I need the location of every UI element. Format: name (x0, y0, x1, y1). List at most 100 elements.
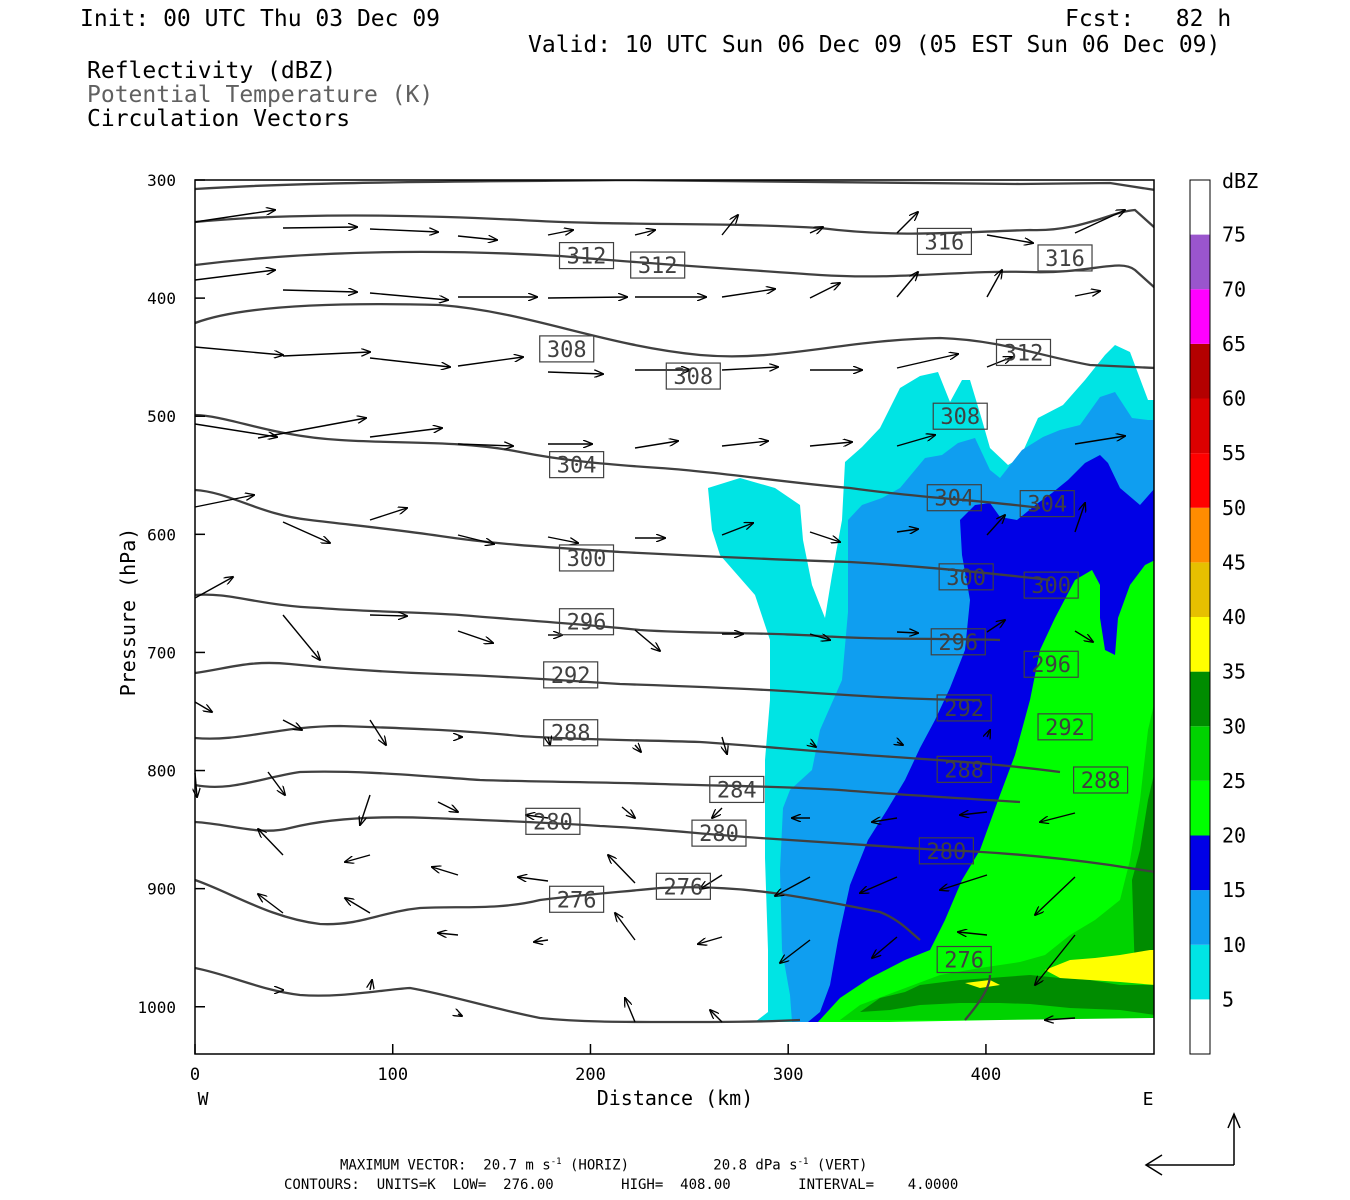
theta-label-box (936, 945, 992, 974)
wind-vector (809, 633, 830, 640)
wind-vector (1074, 291, 1100, 296)
max-vector-end: (VERT) (808, 1157, 868, 1174)
x-tick-label: 100 (377, 1065, 408, 1085)
theta-label: 280 (927, 840, 967, 865)
wind-vector (547, 230, 573, 235)
theta-label-box (936, 694, 992, 722)
wind-vector (615, 913, 636, 941)
colorbar-swatch (1190, 890, 1210, 945)
wind-vector (621, 806, 635, 818)
colorbar-tick-label: 65 (1222, 332, 1246, 356)
y-tick-label: 900 (147, 880, 176, 899)
colorbar-tick-label: 30 (1222, 714, 1246, 738)
wind-vector (721, 523, 753, 536)
wind-vector (1074, 503, 1085, 533)
colorbar-swatch (1190, 944, 1210, 1000)
reference-vector (1144, 1112, 1241, 1176)
theta-label: 316 (1045, 247, 1085, 272)
theta-contour (195, 302, 1154, 370)
theta-contour (195, 413, 1041, 510)
theta-label: 304 (934, 487, 974, 512)
theta-label: 308 (547, 338, 587, 363)
theta-label-box (665, 362, 721, 390)
wind-vector (518, 877, 549, 881)
wind-vector (721, 289, 775, 298)
wind-vector (369, 292, 448, 300)
wind-vector (1040, 812, 1076, 822)
x-tick-label: 300 (773, 1065, 804, 1085)
colorbar-swatch (1190, 453, 1210, 508)
colorbar-tick-label: 35 (1222, 660, 1246, 684)
colorbar-tick-label: 60 (1222, 387, 1246, 411)
wind-vector (458, 1014, 462, 1016)
theta-label: 308 (940, 405, 980, 430)
x-tick-label: 0 (190, 1065, 200, 1085)
theta-label: 296 (1031, 653, 1071, 678)
wind-vector (721, 367, 778, 370)
wind-vector (547, 372, 603, 374)
wind-vector (896, 529, 918, 532)
wind-vector (370, 980, 372, 991)
east-label: E (1143, 1089, 1154, 1110)
theta-contour (195, 208, 1154, 235)
wind-vector (369, 357, 450, 367)
theta-label: 276 (557, 888, 597, 913)
theta-label-box (558, 544, 615, 572)
wind-vector (1045, 1018, 1076, 1020)
wind-vector (1074, 210, 1125, 234)
theta-label: 312 (638, 254, 678, 279)
theta-contour (195, 770, 1021, 804)
wind-vector (195, 772, 197, 797)
field-circulation-vectors: Circulation Vectors (87, 106, 351, 132)
wind-vector (809, 442, 852, 446)
colorbar-tick-label: 25 (1222, 769, 1246, 793)
colorbar-swatch (1190, 343, 1210, 399)
x-tick-label: 200 (575, 1065, 606, 1085)
colorbar: 5 10 15 20 25 30 35 40 45 50 55 60 65 70 75 (1189, 179, 1246, 1055)
colorbar-swatch (1190, 671, 1210, 727)
wind-vector (608, 855, 636, 884)
colorbar-swatch (1190, 289, 1210, 344)
wind-vector (896, 354, 958, 369)
wind-vector (872, 818, 898, 822)
wind-vector (897, 742, 903, 745)
wind-vector (457, 357, 523, 367)
wind-vector (625, 998, 636, 1023)
forecast-hour: Fcst: 82 h (1065, 6, 1232, 32)
colorbar-tick-label: 20 (1222, 824, 1246, 848)
wind-vector (634, 441, 678, 449)
theta-label: 292 (551, 664, 591, 689)
wind-vector (432, 867, 459, 876)
wind-vector (1035, 934, 1076, 985)
wind-vector (896, 212, 918, 234)
wind-vector (457, 534, 494, 544)
theta-contour (195, 878, 921, 941)
theta-contours (195, 180, 1154, 1024)
wind-vector (194, 270, 275, 281)
theta-label: 296 (567, 611, 607, 636)
maximum-vector-line: MAXIMUM VECTOR: 20.7 m s-1 (HORIZ) 20.8 … (340, 1158, 867, 1173)
wind-vector (547, 297, 627, 298)
wind-vector (860, 876, 898, 893)
wind-vector (194, 577, 233, 599)
theta-label: 316 (925, 230, 965, 255)
theta-label: 280 (699, 822, 739, 847)
theta-contour (964, 974, 992, 1021)
colorbar-swatch (1190, 562, 1210, 617)
theta-label: 300 (1031, 574, 1071, 599)
wind-vector (1035, 876, 1076, 915)
theta-contour (195, 724, 1061, 774)
wind-vector (775, 876, 811, 896)
max-vector-horiz: MAXIMUM VECTOR: 20.7 m s (340, 1157, 551, 1174)
colorbar-tick-label: 40 (1222, 605, 1246, 629)
y-tick-label: 700 (147, 643, 176, 662)
x-tick-label: 400 (971, 1065, 1002, 1085)
theta-label: 284 (717, 778, 757, 803)
wind-vector (986, 357, 1012, 368)
wind-vector (534, 940, 549, 942)
theta-label: 280 (533, 810, 573, 835)
theta-label: 304 (1027, 493, 1067, 518)
theta-label-box (709, 775, 765, 804)
theta-label: 304 (557, 454, 597, 479)
